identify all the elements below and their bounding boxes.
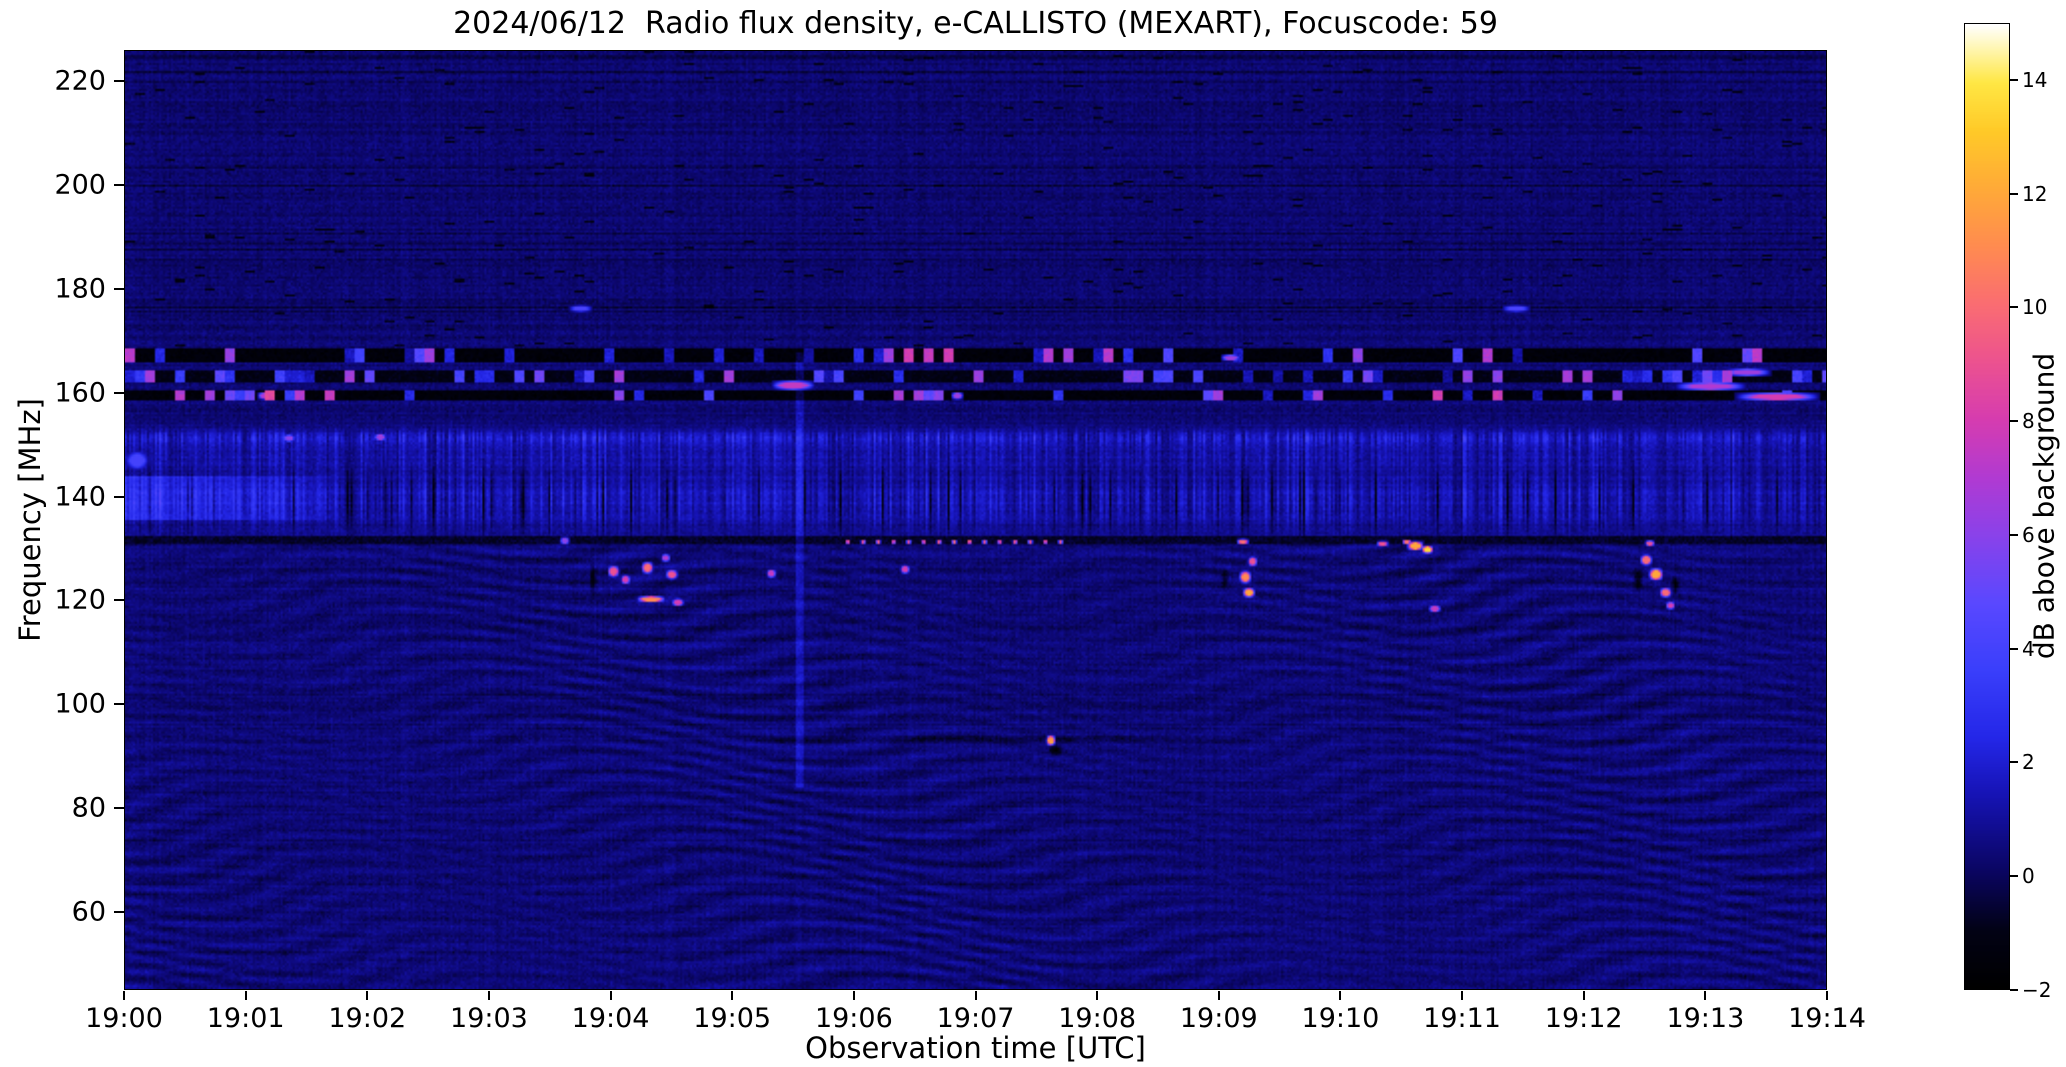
- x-tick-label: 19:03: [450, 1003, 528, 1034]
- x-tick-label: 19:08: [1058, 1003, 1137, 1034]
- colorbar-tick-mark: [2010, 420, 2018, 423]
- y-tick-label: 160: [54, 377, 106, 409]
- colorbar-tick-label: 14: [2022, 67, 2048, 92]
- x-axis-label: Observation time [UTC]: [805, 1031, 1146, 1065]
- x-tick-label: 19:12: [1544, 1003, 1623, 1034]
- colorbar-tick-label: 8: [2022, 409, 2035, 434]
- colorbar-tick-mark: [2010, 78, 2018, 81]
- colorbar-tick-label: 2: [2022, 750, 2035, 775]
- y-tick-label: 220: [54, 65, 106, 97]
- colorbar-tick-label: 10: [2022, 295, 2048, 320]
- x-tick-mark: [1582, 991, 1585, 1000]
- x-tick-mark: [974, 991, 977, 1000]
- colorbar-tick-mark: [2010, 989, 2018, 991]
- x-tick-label: 19:02: [328, 1003, 407, 1034]
- x-tick-label: 19:13: [1666, 1003, 1745, 1034]
- x-tick-mark: [487, 991, 490, 1000]
- colorbar-tick-mark: [2010, 647, 2018, 650]
- y-tick-mark: [114, 703, 124, 706]
- colorbar-tick-label: −2: [2022, 978, 2052, 1002]
- colorbar-tick-mark: [2010, 761, 2018, 764]
- colorbar-tick-label: 4: [2022, 636, 2035, 661]
- x-tick-mark: [123, 991, 125, 1000]
- x-tick-mark: [731, 991, 734, 1000]
- plot-frame: [124, 50, 1827, 990]
- colorbar: [1964, 23, 2010, 990]
- x-tick-mark: [366, 991, 369, 1000]
- x-tick-label: 19:07: [936, 1003, 1015, 1034]
- colorbar-tick-mark: [2010, 306, 2018, 309]
- x-tick-label: 19:06: [814, 1003, 893, 1034]
- y-tick-label: 80: [71, 792, 106, 824]
- colorbar-tick-label: 0: [2022, 864, 2035, 889]
- x-tick-mark: [609, 991, 612, 1000]
- x-tick-label: 19:09: [1179, 1003, 1258, 1034]
- colorbar-tick-mark: [2010, 875, 2018, 878]
- x-tick-label: 19:14: [1788, 1003, 1866, 1034]
- y-tick-label: 60: [71, 896, 106, 928]
- x-tick-mark: [1704, 991, 1707, 1000]
- y-tick-label: 180: [54, 273, 106, 305]
- x-tick-label: 19:10: [1301, 1003, 1380, 1034]
- x-tick-mark: [852, 991, 855, 1000]
- spectrogram-canvas: [125, 51, 1826, 989]
- y-tick-mark: [114, 80, 124, 83]
- colorbar-tick-label: 6: [2022, 522, 2035, 547]
- y-tick-mark: [114, 495, 124, 498]
- x-tick-label: 19:00: [85, 1003, 163, 1034]
- colorbar-tick-mark: [2010, 192, 2018, 195]
- colorbar-tick-mark: [2010, 533, 2018, 536]
- y-tick-mark: [114, 184, 124, 187]
- y-tick-label: 200: [54, 169, 106, 201]
- x-tick-label: 19:05: [693, 1003, 772, 1034]
- x-tick-label: 19:11: [1423, 1003, 1501, 1034]
- colorbar-tick-label: 12: [2022, 181, 2048, 206]
- y-tick-label: 140: [54, 481, 106, 513]
- y-tick-mark: [114, 599, 124, 602]
- x-tick-label: 19:01: [206, 1003, 285, 1034]
- x-tick-label: 19:04: [571, 1003, 650, 1034]
- x-tick-mark: [244, 991, 247, 1000]
- y-tick-label: 120: [54, 584, 106, 616]
- x-tick-mark: [1461, 991, 1464, 1000]
- y-tick-mark: [114, 391, 124, 394]
- x-tick-mark: [1096, 991, 1099, 1000]
- chart-title: 2024/06/12 Radio flux density, e-CALLIST…: [453, 6, 1498, 41]
- y-tick-mark: [114, 911, 124, 914]
- y-tick-label: 100: [54, 688, 106, 720]
- x-tick-mark: [1826, 991, 1828, 1000]
- colorbar-label: dB above background: [2027, 352, 2061, 660]
- y-tick-mark: [114, 287, 124, 290]
- y-tick-mark: [114, 807, 124, 810]
- colorbar-canvas: [1965, 24, 2009, 989]
- x-tick-mark: [1217, 991, 1220, 1000]
- x-tick-mark: [1339, 991, 1342, 1000]
